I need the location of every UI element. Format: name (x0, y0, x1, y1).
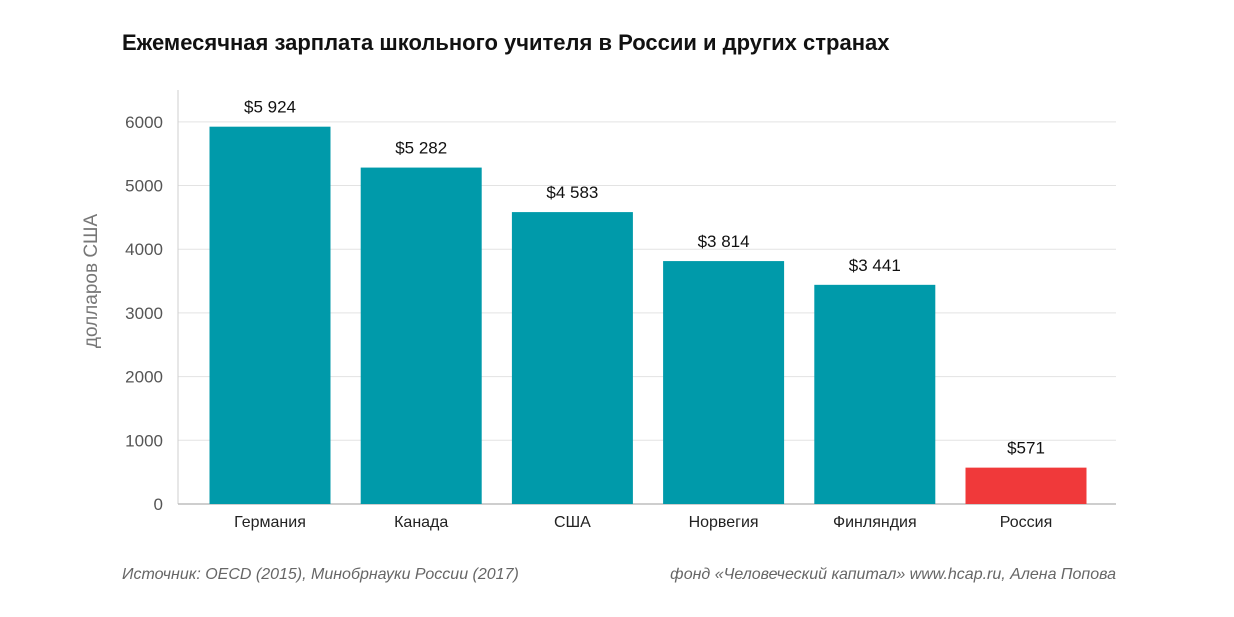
category-label: Норвегия (689, 514, 759, 531)
data-label: $5 282 (395, 139, 447, 158)
y-tick-label: 3000 (125, 304, 163, 323)
bar-3 (511, 212, 633, 505)
axes (177, 90, 1116, 505)
category-label: Россия (1000, 514, 1052, 531)
data-label: $3 814 (698, 232, 750, 251)
y-tick-label: 5000 (125, 177, 163, 196)
bar-6 (965, 467, 1087, 504)
credit-note: фонд «Человеческий капитал» www.hcap.ru,… (670, 566, 1116, 583)
bar-5 (814, 284, 936, 504)
category-label: Германия (234, 514, 306, 531)
category-label: США (554, 514, 591, 531)
y-tick-label: 4000 (125, 240, 163, 259)
category-labels: Германия Канада США Норвегия Финляндия Россия (234, 514, 1052, 531)
bars (209, 126, 1087, 505)
category-label: Финляндия (833, 514, 917, 531)
y-tick-label: 1000 (125, 431, 163, 450)
bar-2 (360, 167, 482, 505)
source-note: Источник: OECD (2015), Минобрнауки Росси… (122, 566, 519, 583)
y-tick-labels: 0 1000 2000 3000 4000 5000 6000 (125, 113, 163, 514)
y-axis-title: долларов США (81, 214, 102, 349)
data-label: $571 (1007, 439, 1045, 458)
data-labels: $5 924 $5 282 $4 583 $3 814 $3 441 $571 (244, 98, 1045, 458)
bar-4 (663, 261, 785, 504)
y-tick-label: 6000 (125, 113, 163, 132)
y-tick-label: 0 (154, 495, 163, 514)
chart-title: Ежемесячная зарплата школьного учителя в… (122, 30, 890, 55)
data-label: $4 583 (546, 183, 598, 202)
y-tick-label: 2000 (125, 368, 163, 387)
data-label: $5 924 (244, 98, 296, 117)
bar-1 (209, 126, 331, 504)
category-label: Канада (394, 514, 448, 531)
gridlines (178, 121, 1116, 441)
data-label: $3 441 (849, 256, 901, 275)
